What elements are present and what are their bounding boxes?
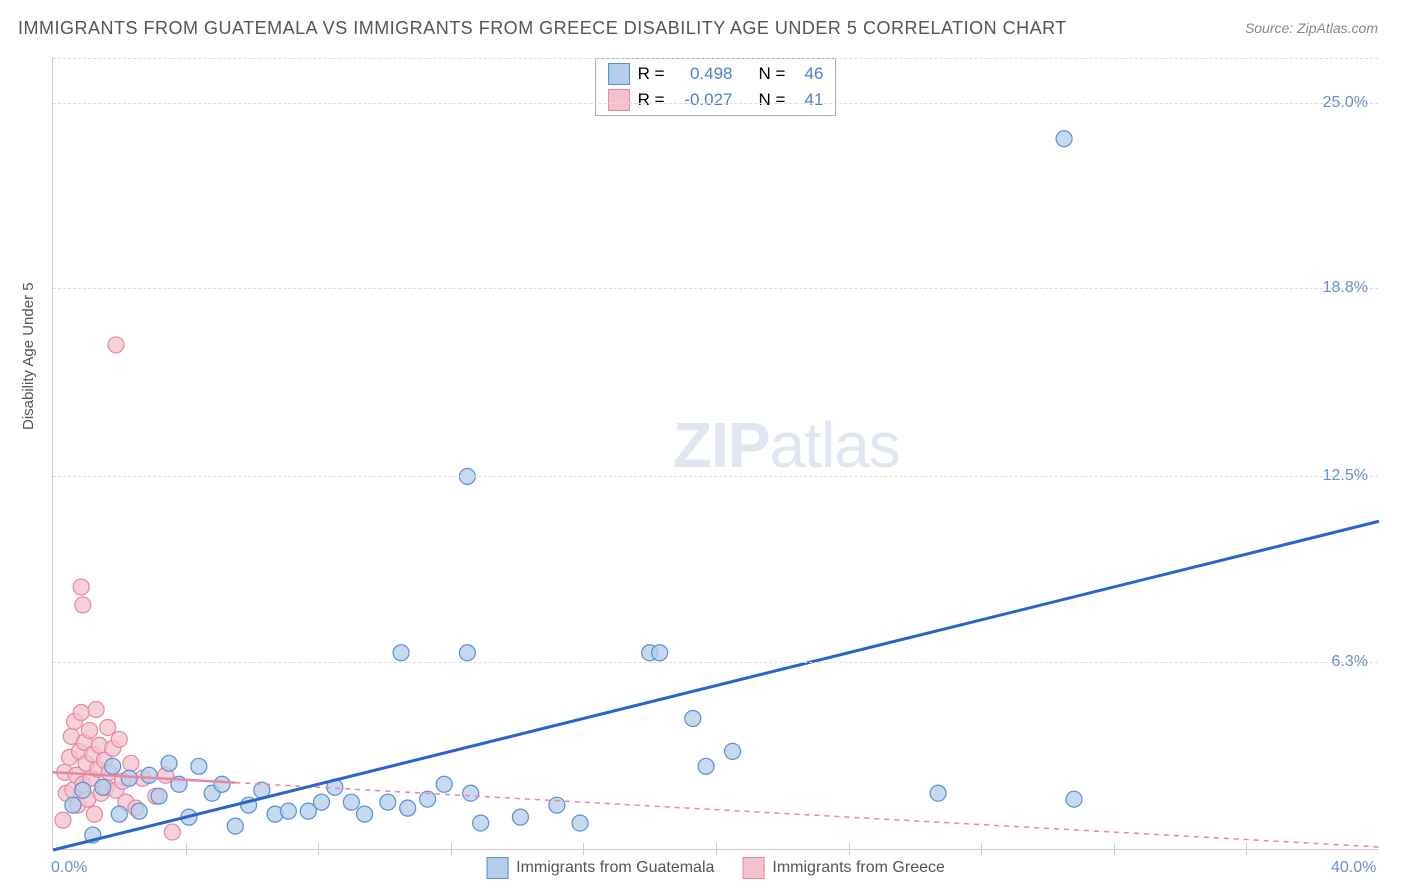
gridline bbox=[53, 288, 1378, 289]
chart-svg bbox=[53, 58, 1378, 849]
y-axis-label: Disability Age Under 5 bbox=[20, 282, 37, 430]
x-tick bbox=[583, 843, 584, 855]
r-label: R = bbox=[638, 90, 665, 110]
r-value-guatemala: 0.498 bbox=[673, 64, 733, 84]
n-value-guatemala: 46 bbox=[793, 64, 823, 84]
legend-swatch-guatemala bbox=[486, 857, 508, 879]
chart-title: IMMIGRANTS FROM GUATEMALA VS IMMIGRANTS … bbox=[18, 18, 1067, 39]
stats-row-guatemala: R = 0.498 N = 46 bbox=[608, 61, 824, 87]
stats-box: R = 0.498 N = 46 R = -0.027 N = 41 bbox=[595, 58, 837, 116]
legend-item-greece: Immigrants from Greece bbox=[742, 857, 944, 879]
legend-swatch-greece bbox=[742, 857, 764, 879]
x-tick bbox=[716, 843, 717, 855]
x-tick-label: 40.0% bbox=[1331, 859, 1376, 877]
n-value-greece: 41 bbox=[793, 90, 823, 110]
y-tick-label: 6.3% bbox=[1332, 653, 1368, 671]
x-tick-label: 0.0% bbox=[51, 859, 87, 877]
gridline bbox=[53, 662, 1378, 663]
x-tick bbox=[1114, 843, 1115, 855]
y-tick-label: 25.0% bbox=[1323, 94, 1368, 112]
stats-row-greece: R = -0.027 N = 41 bbox=[608, 87, 824, 113]
x-tick bbox=[186, 843, 187, 855]
x-tick bbox=[849, 843, 850, 855]
source-attribution: Source: ZipAtlas.com bbox=[1245, 20, 1378, 36]
swatch-guatemala bbox=[608, 63, 630, 85]
n-label: N = bbox=[759, 64, 786, 84]
legend-label-greece: Immigrants from Greece bbox=[772, 859, 944, 877]
gridline bbox=[53, 103, 1378, 104]
x-tick bbox=[451, 843, 452, 855]
bottom-legend: Immigrants from Guatemala Immigrants fro… bbox=[486, 857, 945, 879]
x-tick bbox=[318, 843, 319, 855]
r-label: R = bbox=[638, 64, 665, 84]
r-value-greece: -0.027 bbox=[673, 90, 733, 110]
plot-area: ZIPatlas R = 0.498 N = 46 R = -0.027 N =… bbox=[52, 58, 1378, 850]
x-tick bbox=[1246, 843, 1247, 855]
x-tick bbox=[981, 843, 982, 855]
legend-label-guatemala: Immigrants from Guatemala bbox=[516, 859, 714, 877]
legend-item-guatemala: Immigrants from Guatemala bbox=[486, 857, 714, 879]
gridline bbox=[53, 476, 1378, 477]
n-label: N = bbox=[759, 90, 786, 110]
y-tick-label: 18.8% bbox=[1323, 279, 1368, 297]
gridline bbox=[53, 58, 1378, 59]
y-tick-label: 12.5% bbox=[1323, 467, 1368, 485]
swatch-greece bbox=[608, 89, 630, 111]
